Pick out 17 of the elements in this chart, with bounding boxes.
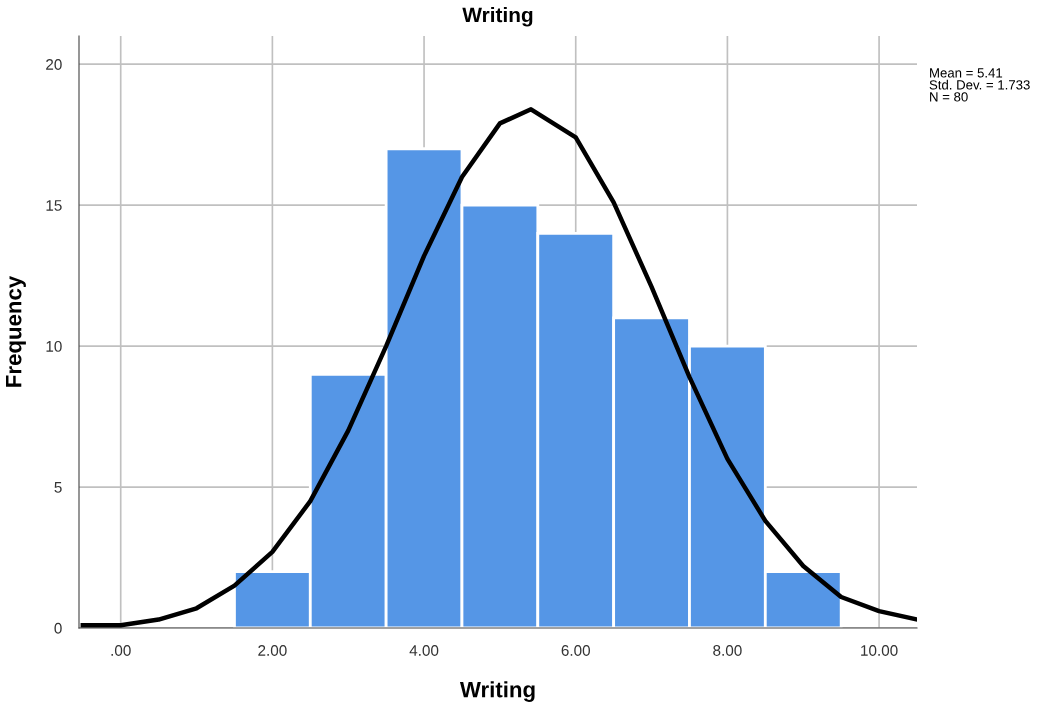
text: Mean = 5.41 xyxy=(930,68,1003,78)
x-tick-label: 2.00 xyxy=(258,645,287,656)
x-tick-label: 6.00 xyxy=(561,645,590,656)
text: Std. Dev. = 1.733 xyxy=(929,79,1030,90)
x-tick-label: 8.00 xyxy=(713,645,742,656)
y-tick-label: 10 xyxy=(46,340,62,352)
y-tick-label: 20 xyxy=(46,59,62,70)
y-axis-title: Frequency xyxy=(6,275,26,387)
x-axis-title: Writing xyxy=(459,681,535,702)
x-tick-label: .00 xyxy=(111,645,131,656)
x-tick-label: 4.00 xyxy=(409,645,439,656)
y-tick-label: 15 xyxy=(46,200,62,211)
x-tick-label: 10.00 xyxy=(861,645,898,656)
y-tick-label: 5 xyxy=(54,482,62,493)
text: N = 80 xyxy=(930,92,968,102)
y-tick-label: 0 xyxy=(54,622,62,634)
chart-title: Writing xyxy=(462,7,533,27)
